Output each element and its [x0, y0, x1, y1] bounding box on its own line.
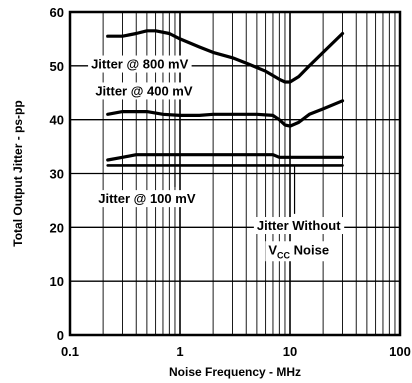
- x-tick-label: 100: [389, 344, 411, 359]
- annotation-text: Jitter @ 100 mV: [98, 191, 196, 206]
- series-lines: [106, 29, 345, 167]
- series-line-2: [106, 99, 345, 128]
- y-tick-label: 10: [50, 274, 64, 289]
- annotation-text: Jitter Without: [257, 218, 341, 233]
- annotation-background: [265, 241, 333, 262]
- y-tick-label: 0: [57, 328, 64, 343]
- annotation-background: [95, 190, 199, 208]
- x-tick-label: 10: [283, 344, 297, 359]
- annotation-background: [253, 217, 345, 235]
- annotation-3: Jitter @ 100 mV: [95, 190, 199, 208]
- annotation-1: Jitter @ 800 mV: [88, 55, 192, 73]
- annotation-text: VCC Noise: [268, 242, 329, 260]
- y-tick-label: 30: [50, 167, 64, 182]
- y-tick-label: 60: [50, 5, 64, 20]
- annotation-text: Jitter @ 400 mV: [95, 83, 193, 98]
- x-tick-label: 0.1: [61, 344, 79, 359]
- series-line-1: [106, 29, 345, 84]
- annotation-4: Jitter Without: [253, 217, 345, 235]
- y-tick-labels: 0 10 20 30 40 50 60: [50, 5, 64, 343]
- annotation-text: Jitter @ 800 mV: [91, 57, 189, 72]
- annotation-background: [92, 82, 196, 100]
- x-tick-label: 1: [176, 344, 183, 359]
- plot-frame: [68, 10, 402, 337]
- annotation-2: Jitter @ 400 mV: [92, 82, 196, 100]
- y-axis-label: Total Output Jitter - ps-pp: [11, 100, 25, 246]
- x-axis-label: Noise Frequency - MHz: [169, 365, 301, 379]
- y-tick-label: 50: [50, 59, 64, 74]
- annotation-5: VCC Noise: [265, 241, 333, 262]
- annotation-background: [88, 55, 192, 73]
- x-tick-labels: 0.1 1 10 100: [61, 344, 411, 359]
- y-tick-label: 20: [50, 220, 64, 235]
- series-line-3: [106, 153, 345, 162]
- annotations: Jitter @ 800 mV Jitter @ 400 mV Jitter @ 1…: [88, 55, 345, 262]
- y-tick-label: 40: [50, 113, 64, 128]
